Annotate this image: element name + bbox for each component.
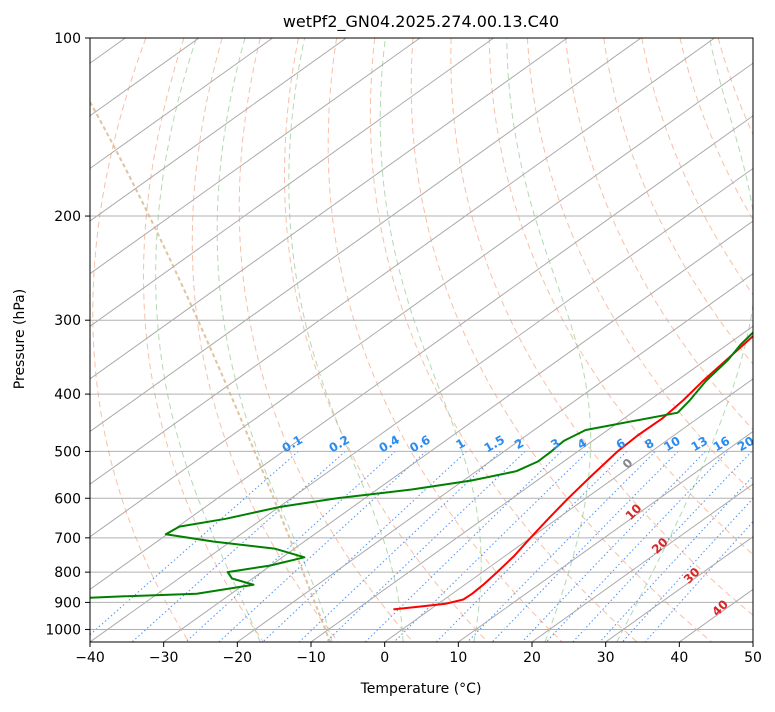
background-lines <box>90 38 775 642</box>
isotherm-line <box>605 536 753 642</box>
isotherm-line <box>90 38 568 380</box>
moist-adiabat-line <box>216 38 333 642</box>
x-tick-label: −40 <box>75 650 105 666</box>
mixing-ratio-label: 0.6 <box>407 433 432 456</box>
mixing-ratio-line <box>185 451 396 642</box>
dry-adiabat-line <box>450 38 753 616</box>
mixing-ratio-line <box>131 451 346 642</box>
dry-adiabat-line <box>284 38 488 642</box>
dry-adiabat-line <box>641 38 753 296</box>
isotherm-line <box>458 430 753 642</box>
mixing-ratio-line <box>622 497 753 642</box>
mixing-ratio-label: 4 <box>575 436 589 452</box>
adiabat-temperature-label: 10 <box>623 501 645 523</box>
mixing-ratio-label: 0.4 <box>376 433 401 456</box>
dry-adiabat-line <box>92 38 190 642</box>
isotherm-line <box>90 38 494 327</box>
isotherm-line <box>752 641 753 642</box>
isotherm-line <box>90 38 421 275</box>
isotherm-line <box>163 220 753 642</box>
isotherm-line <box>90 38 273 170</box>
mixing-ratio-line <box>545 451 728 642</box>
y-tick-label: 500 <box>54 444 81 460</box>
isotherm-line <box>90 38 642 433</box>
y-tick-label: 900 <box>54 595 81 611</box>
isotherm-line <box>90 115 753 590</box>
reference-curve <box>90 101 331 642</box>
mixing-ratio-label: 0.2 <box>326 433 351 456</box>
moist-adiabat-line <box>506 38 592 642</box>
y-tick-label: 600 <box>54 491 81 507</box>
isotherm-line <box>90 38 715 485</box>
isotherm-line <box>90 62 753 538</box>
y-tick-label: 1000 <box>45 622 81 638</box>
adiabat-temperature-label: 40 <box>709 597 731 619</box>
moist-adiabat-line <box>155 38 261 642</box>
dry-adiabat-line <box>327 38 563 642</box>
mixing-ratio-line <box>90 451 299 636</box>
adiabat-temperature-label: 0 <box>620 456 636 472</box>
plot-frame <box>89 37 754 643</box>
y-tick-label: 300 <box>54 313 81 329</box>
mixing-ratio-line <box>325 451 526 642</box>
dry-adiabat-line <box>143 38 264 642</box>
mixing-ratio-line <box>298 451 501 642</box>
dry-adiabat-line <box>756 38 775 642</box>
y-tick-label: 400 <box>54 387 81 403</box>
mixing-ratio-line <box>436 451 628 642</box>
y-tick-label: 800 <box>54 565 81 581</box>
x-tick-label: 30 <box>597 650 615 666</box>
isotherm-line <box>237 273 753 642</box>
mixing-ratio-line <box>262 451 467 642</box>
dry-adiabat-line <box>410 38 713 642</box>
x-axis-label: Temperature (°C) <box>360 681 482 697</box>
mixing-ratio-line <box>467 451 656 642</box>
isotherm-line <box>679 588 753 642</box>
y-tick-label: 100 <box>54 31 81 47</box>
x-tick-label: 40 <box>670 650 688 666</box>
y-axis-label: Pressure (hPa) <box>12 289 28 389</box>
x-tick-label: 20 <box>523 650 541 666</box>
x-tick-label: −20 <box>223 650 253 666</box>
axes: −40 −30 −20 −10 0 10 20 30 40 5010020030040050060… <box>45 31 762 666</box>
isotherm-line <box>310 325 753 642</box>
line-labels: 0.10.20.40.611.52346810131620-100-90-80-… <box>280 433 775 619</box>
dry-adiabat-line <box>526 38 753 494</box>
isotherm-line <box>384 378 753 642</box>
mixing-ratio-line <box>491 451 679 642</box>
dry-adiabat-line <box>565 38 753 431</box>
dry-adiabat-line <box>679 38 753 221</box>
mixing-ratio-line <box>218 451 427 642</box>
chart-title: wetPf2_GN04.2025.274.00.13.C40 <box>283 12 559 32</box>
mixing-ratio-label: 1 <box>454 436 468 452</box>
mixing-ratio-line <box>599 475 753 642</box>
isotherm-line <box>531 483 753 642</box>
y-tick-label: 200 <box>54 209 81 225</box>
x-tick-label: 10 <box>449 650 467 666</box>
moist-adiabat-line <box>616 38 753 642</box>
y-tick-label: 700 <box>54 531 81 547</box>
x-tick-label: 50 <box>744 650 762 666</box>
moist-adiabat-line <box>379 38 482 642</box>
dry-adiabat-line <box>369 38 638 642</box>
temperature-profile-line <box>393 334 753 611</box>
isotherm-line <box>90 38 347 222</box>
mixing-ratio-line <box>393 451 589 642</box>
dry-adiabat-line <box>603 38 753 365</box>
mixing-ratio-line <box>521 451 706 642</box>
mixing-ratio-line <box>364 451 562 642</box>
dewpoint-profile-line <box>90 331 753 599</box>
dry-adiabat-line <box>238 38 414 642</box>
moist-adiabat-line <box>288 38 404 642</box>
isotherm-line <box>90 38 200 117</box>
isotherm-line <box>90 167 753 642</box>
profile-lines <box>90 331 753 611</box>
mixing-ratio-label: 2 <box>512 436 526 452</box>
x-tick-label: −30 <box>149 650 179 666</box>
x-tick-label: −10 <box>296 650 326 666</box>
dry-adiabat-line <box>191 38 339 642</box>
x-tick-label: 0 <box>380 650 389 666</box>
